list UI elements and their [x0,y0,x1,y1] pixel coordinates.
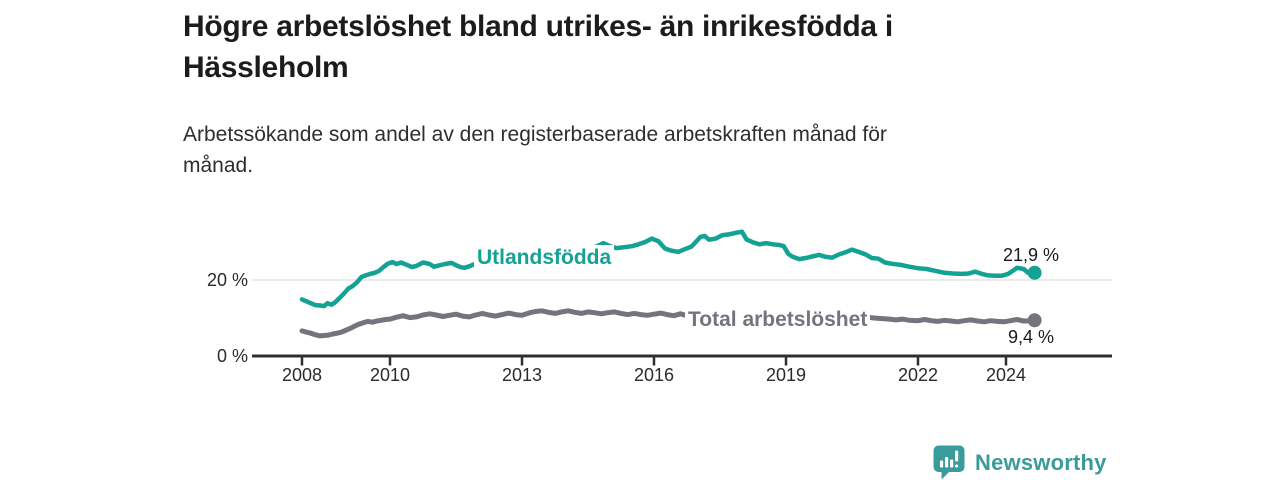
x-tick-label-2024: 2024 [985,365,1027,385]
chart-subtitle-line1: Arbetssökande som andel av den registerb… [183,123,887,146]
x-tick-label-2013: 2013 [501,365,543,385]
y-tick-label-0: 0 % [216,346,248,366]
series-end-dot-utlandsfodda [1027,265,1042,280]
x-tick-label-2016: 2016 [633,365,675,385]
series-label-total: Total arbetslöshet [685,307,871,332]
series-line-total [299,308,1038,339]
x-tick-label-2022: 2022 [897,365,939,385]
chart-subtitle: Arbetssökande som andel av den registerb… [183,119,1083,181]
x-tick-label-2010: 2010 [369,365,411,385]
x-tick-label-2008: 2008 [281,365,323,385]
end-value-label-total: 9,4 % [1008,327,1055,347]
end-value-label-utlandsfodda: 21,9 % [1003,245,1060,265]
series-line-utlandsfodda [299,229,1037,309]
y-tick-label-20: 20 % [206,270,248,290]
chart-subtitle-line2: månad. [183,154,254,177]
newsworthy-logo: Newsworthy [933,445,1107,480]
x-tick-label-2019: 2019 [765,365,807,385]
series-label-utlandsfodda: Utlandsfödda [474,245,615,270]
chart-title-line1: Högre arbetslöshet bland utrikes- än inr… [183,10,893,43]
chart-title: Högre arbetslöshet bland utrikes- än inr… [183,6,1163,88]
newsworthy-logo-icon [933,445,965,480]
series-end-dot-total [1027,313,1042,328]
chart-title-line2: Hässleholm [183,51,349,84]
newsworthy-logo-text: Newsworthy [975,449,1107,475]
